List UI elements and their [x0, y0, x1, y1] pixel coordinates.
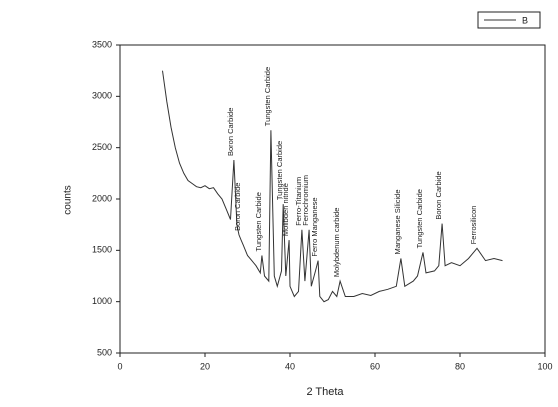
peak-annotation: Ferrosilicon: [469, 206, 478, 245]
peak-annotation: Tungsten Carbide: [254, 192, 263, 251]
x-tick-label: 0: [117, 361, 122, 371]
y-tick-label: 3000: [92, 91, 112, 101]
peak-annotation: Tungsten Carbide: [275, 141, 284, 200]
peak-annotation: Molybdenum carbide: [332, 208, 341, 278]
y-tick-label: 3500: [92, 39, 112, 49]
x-tick-label: 80: [455, 361, 465, 371]
peak-annotation: Manganese Silicide: [393, 189, 402, 254]
x-tick-label: 100: [537, 361, 552, 371]
peak-annotation: Boron Carbide: [434, 171, 443, 219]
y-tick-label: 500: [97, 347, 112, 357]
series-line: [162, 70, 503, 303]
y-tick-label: 1500: [92, 245, 112, 255]
y-tick-label: 2500: [92, 142, 112, 152]
y-tick-label: 1000: [92, 296, 112, 306]
peak-annotation: Ferro Manganese: [310, 197, 319, 256]
x-tick-label: 40: [285, 361, 295, 371]
peak-annotation: Tungsten Carbide: [263, 67, 272, 126]
x-axis-label: 2 Theta: [306, 386, 344, 398]
y-tick-label: 2000: [92, 193, 112, 203]
x-tick-label: 20: [200, 361, 210, 371]
peak-annotation: Tungsten Carbide: [415, 189, 424, 248]
y-axis-label: counts: [63, 185, 74, 214]
peak-annotation: Boron Carbide: [226, 108, 235, 156]
plot-frame: [119, 44, 546, 354]
legend-label: B: [522, 15, 528, 25]
peak-annotation: Ferrochromium: [301, 175, 310, 226]
peak-annotation: Ferro-Titanium: [294, 177, 303, 226]
peak-annotation: Boron Carbide: [233, 183, 242, 231]
peak-annotation: Molibden nitride: [281, 183, 290, 236]
x-tick-label: 60: [370, 361, 380, 371]
